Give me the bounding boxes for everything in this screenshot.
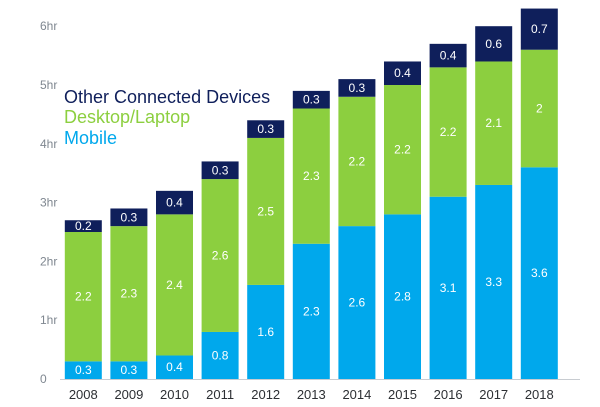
x-category-label: 2014 [342,387,371,402]
data-label-mobile: 0.3 [75,363,92,377]
data-label-other-devices: 0.3 [212,163,229,177]
bar-segment-other-devices [384,61,421,85]
bar-segment-mobile [201,331,239,379]
x-category-label: 2012 [251,387,280,402]
bar-segment-other-devices [520,8,558,50]
data-label-mobile: 0.3 [121,363,138,377]
y-tick-label: 6hr [40,19,57,33]
bar-segment-other-devices [110,208,148,227]
bar-segment-desktop-laptop [247,137,285,285]
bar-segment-mobile [520,167,558,379]
data-label-desktop-laptop: 2.3 [121,287,138,301]
legend-entry: Mobile [64,128,117,148]
bar-segment-mobile [429,196,467,379]
x-category-label: 2015 [388,387,417,402]
data-label-desktop-laptop: 2.4 [166,278,183,292]
data-label-desktop-laptop: 2.1 [485,116,502,130]
data-label-desktop-laptop: 2 [536,102,543,116]
data-label-mobile: 2.3 [303,304,320,318]
x-category-label: 2009 [114,387,143,402]
bar-segment-mobile [292,243,330,379]
x-category-label: 2010 [160,387,189,402]
bar-segment-other-devices [201,161,239,180]
data-label-mobile: 2.8 [394,290,411,304]
x-category-label: 2016 [434,387,463,402]
bar-segment-other-devices [64,220,102,232]
x-category-label: 2008 [69,387,98,402]
legend-entry: Other Connected Devices [64,87,270,107]
data-label-mobile: 3.1 [440,281,457,295]
bar-segment-other-devices [156,190,193,215]
bar-segment-desktop-laptop [201,179,239,332]
data-label-mobile: 1.6 [257,325,274,339]
bar-segment-desktop-laptop [64,232,102,362]
data-label-other-devices: 0.6 [485,37,502,51]
bar-segment-desktop-laptop [338,96,376,227]
data-label-mobile: 2.6 [349,296,366,310]
bar-segment-desktop-laptop [110,226,148,362]
data-label-desktop-laptop: 2.3 [303,169,320,183]
data-label-other-devices: 0.4 [166,196,183,210]
bar-segment-desktop-laptop [156,214,193,356]
y-tick-label: 3hr [40,196,57,210]
data-label-other-devices: 0.4 [440,49,457,63]
data-label-desktop-laptop: 2.5 [257,204,274,218]
bar-segment-other-devices [292,90,330,109]
data-label-desktop-laptop: 2.2 [349,154,366,168]
bar-segment-mobile [110,361,148,379]
x-category-label: 2017 [479,387,508,402]
data-label-other-devices: 0.3 [349,81,366,95]
bar-segment-desktop-laptop [429,67,467,197]
data-label-other-devices: 0.3 [257,122,274,136]
data-label-other-devices: 0.2 [75,219,92,233]
bar-segment-mobile [64,361,102,379]
x-category-label: 2011 [206,387,234,402]
data-label-other-devices: 0.3 [303,93,320,107]
bar-segment-other-devices [429,43,467,68]
legend-entry: Desktop/Laptop [64,107,190,127]
data-label-desktop-laptop: 2.2 [75,290,92,304]
data-label-mobile: 3.3 [485,275,502,289]
bar-segment-mobile [247,284,285,379]
bar-segment-mobile [475,184,513,379]
data-label-mobile: 3.6 [531,266,548,280]
y-tick-label: 2hr [40,254,57,268]
bar-segment-mobile [156,355,193,379]
bar-segment-other-devices [247,120,285,138]
data-label-desktop-laptop: 2.6 [212,249,229,263]
bar-segment-desktop-laptop [292,108,330,244]
bar-segment-mobile [338,226,376,379]
bar-segment-other-devices [475,26,513,62]
y-tick-label: 5hr [40,78,57,92]
y-tick-label: 1hr [40,313,57,327]
x-category-label: 2018 [525,387,554,402]
bar-segment-desktop-laptop [384,85,421,215]
data-label-other-devices: 0.4 [394,66,411,80]
data-label-mobile: 0.4 [166,360,183,374]
data-label-mobile: 0.8 [212,348,229,362]
x-category-label: 2013 [297,387,326,402]
bar-segment-desktop-laptop [475,61,513,185]
data-label-desktop-laptop: 2.2 [440,125,457,139]
data-label-other-devices: 0.7 [531,22,548,36]
bar-segment-mobile [384,214,421,379]
data-label-desktop-laptop: 2.2 [394,143,411,157]
data-label-other-devices: 0.3 [121,210,138,224]
y-tick-label: 0 [40,372,47,386]
bar-segment-other-devices [338,79,376,97]
y-tick-label: 4hr [40,137,57,151]
bar-segment-desktop-laptop [520,49,558,168]
